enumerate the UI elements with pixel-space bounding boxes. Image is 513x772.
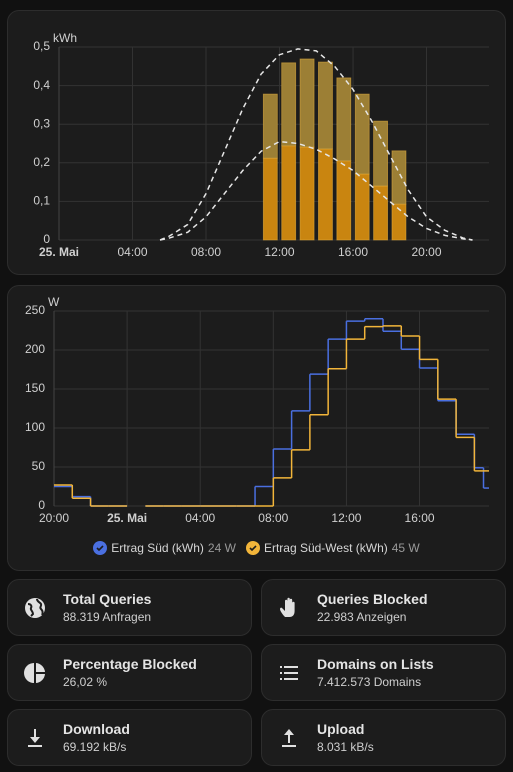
tile-subtitle: 7.412.573 Domains xyxy=(317,675,422,689)
y-tick-label: 0 xyxy=(38,498,45,512)
tile-title: Queries Blocked xyxy=(317,591,428,607)
bar xyxy=(299,146,315,241)
bar xyxy=(281,62,297,147)
x-tick-label: 20:00 xyxy=(412,245,442,259)
y-tick-label: 100 xyxy=(25,420,45,434)
x-tick-label: 16:00 xyxy=(338,245,368,259)
legend-item[interactable]: Ertrag Süd-West (kWh) 45 W xyxy=(245,541,420,555)
tile-subtitle: 8.031 kB/s xyxy=(317,740,374,754)
legend-label: Ertrag Süd (kWh) xyxy=(111,541,204,555)
y-tick-label: 50 xyxy=(32,459,46,473)
upload-icon xyxy=(282,728,296,747)
energy-chart: kWh 0 0,1 0,2 0,3 0,4 0,5 25. Mai 04:00 08:00 12:0… xyxy=(33,31,489,259)
legend-state: 24 W xyxy=(207,541,236,555)
y-tick-label: 0 xyxy=(43,232,50,246)
tile[interactable]: Queries Blocked 22.983 Anzeigen xyxy=(261,579,506,636)
y-tick-label: 0,2 xyxy=(33,155,50,169)
x-tick-label: 08:00 xyxy=(258,511,288,525)
bar xyxy=(373,120,388,187)
tile[interactable]: Domains on Lists 7.412.573 Domains xyxy=(261,644,506,701)
legend-label: Ertrag Süd-West (kWh) xyxy=(263,541,388,555)
tile-subtitle: 88.319 Anfragen xyxy=(63,610,152,624)
tile[interactable]: Download 69.192 kB/s xyxy=(7,709,252,766)
legend-state: 45 W xyxy=(391,541,420,555)
x-tick-label: 25. Mai xyxy=(39,245,79,259)
y-tick-label: 0,3 xyxy=(33,116,50,130)
legend-check xyxy=(93,541,108,555)
bar xyxy=(336,160,352,241)
bar xyxy=(373,185,388,241)
globe-icon xyxy=(25,597,45,618)
legend: Ertrag Süd (kWh) 24 W Ertrag Süd-West (kWh… xyxy=(8,541,505,555)
legend-check xyxy=(245,541,260,555)
bar xyxy=(354,93,370,175)
tile-title: Domains on Lists xyxy=(317,656,434,672)
energy-card: kWh 0 0,1 0,2 0,3 0,4 0,5 25. Mai 04:00 08:00 12:0… xyxy=(7,10,506,275)
tile[interactable]: Upload 8.031 kB/s xyxy=(261,709,506,766)
legend-item[interactable]: Ertrag Süd (kWh) 24 W xyxy=(93,541,236,555)
y-tick-label: 250 xyxy=(25,303,45,317)
x-tick-label: 08:00 xyxy=(191,245,221,259)
x-tick-label: 20:00 xyxy=(39,511,69,525)
check-mark xyxy=(96,545,104,552)
pie-icon xyxy=(24,662,45,683)
bar xyxy=(354,173,370,241)
x-tick-label: 12:00 xyxy=(331,511,361,525)
y-tick-label: 0,1 xyxy=(33,194,50,208)
x-tick-label: 16:00 xyxy=(405,511,435,525)
tile-title: Total Queries xyxy=(63,591,152,607)
tile-title: Percentage Blocked xyxy=(63,656,197,672)
tile[interactable]: Total Queries 88.319 Anfragen xyxy=(7,579,252,636)
y-unit: W xyxy=(48,295,60,309)
x-tick-label: 12:00 xyxy=(264,245,294,259)
bar xyxy=(299,58,315,148)
check-mark xyxy=(249,545,257,552)
power-card: W 0 50 100 150 200 250 20:00 25. Mai 04:00 08:00 12… xyxy=(7,285,506,571)
x-tick-label: 25. Mai xyxy=(107,511,147,525)
tile-subtitle: 22.983 Anzeigen xyxy=(317,610,407,624)
forecast-line xyxy=(159,140,473,241)
x-tick-label: 04:00 xyxy=(185,511,215,525)
y-unit: kWh xyxy=(53,31,77,45)
tile-subtitle: 69.192 kB/s xyxy=(63,740,127,754)
hand-icon xyxy=(280,597,295,617)
list-icon xyxy=(280,665,298,680)
bar xyxy=(391,150,407,205)
bar xyxy=(262,157,278,241)
tile-title: Upload xyxy=(317,721,365,737)
y-tick-label: 150 xyxy=(25,381,45,395)
tile-subtitle: 26,02 % xyxy=(63,675,108,689)
bar xyxy=(318,61,333,150)
download-icon xyxy=(28,728,42,747)
bar xyxy=(281,145,297,241)
x-tick-label: 04:00 xyxy=(117,245,147,259)
bar xyxy=(262,93,278,159)
forecast-line xyxy=(159,48,473,241)
y-tick-label: 0,5 xyxy=(33,39,50,53)
power-chart: W 0 50 100 150 200 250 20:00 25. Mai 04:00 08:00 12… xyxy=(25,295,489,525)
bar xyxy=(318,148,333,241)
y-tick-label: 0,4 xyxy=(33,78,50,92)
tile[interactable]: Percentage Blocked 26,02 % xyxy=(7,644,252,701)
bar xyxy=(336,77,352,162)
y-tick-label: 200 xyxy=(25,342,45,356)
tile-title: Download xyxy=(63,721,130,737)
